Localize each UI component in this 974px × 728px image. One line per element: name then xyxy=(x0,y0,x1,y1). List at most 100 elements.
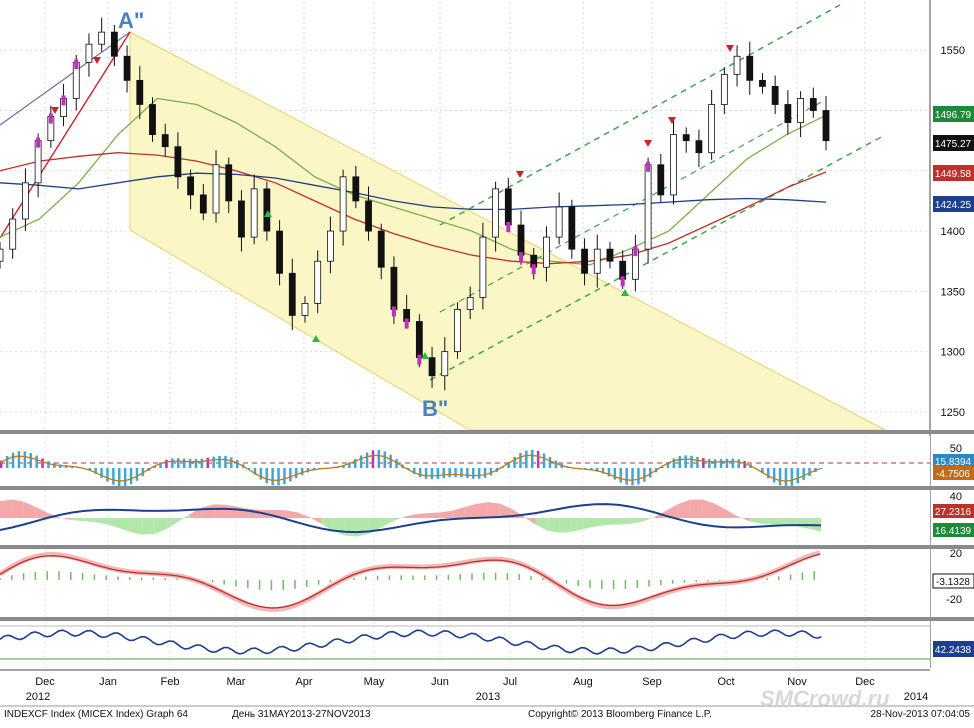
candle-body-61 xyxy=(772,86,778,104)
annotation-0: A" xyxy=(118,8,144,33)
candle-body-38 xyxy=(480,237,486,297)
price-tag-2: 1449.58 xyxy=(935,169,972,180)
ind1-bar-44 xyxy=(260,468,263,480)
candle-body-11 xyxy=(137,80,143,104)
candle-body-20 xyxy=(251,189,257,237)
ind2-area-41 xyxy=(488,502,500,518)
ind1-bar-4 xyxy=(24,451,27,468)
indicator-panel-2: 40 27.2316 16.4139 xyxy=(0,490,974,549)
ind1-bar-45 xyxy=(266,468,269,483)
ind1-tag-1: -4.7506 xyxy=(936,469,970,480)
ind1-bar-92 xyxy=(543,453,546,468)
candle-body-44 xyxy=(556,207,562,237)
candle-body-19 xyxy=(238,201,244,237)
ind2-tag-0: 27.2316 xyxy=(935,507,972,518)
ind1-bar-30 xyxy=(177,458,180,468)
ind1-bar-75 xyxy=(443,468,446,478)
ind1-bar-63 xyxy=(372,450,375,468)
ind2-tag-1: 16.4139 xyxy=(935,526,972,537)
annotation-1: B" xyxy=(422,396,448,421)
candle-body-12 xyxy=(149,104,155,134)
ind2-area-52 xyxy=(619,518,631,524)
candle-body-47 xyxy=(594,249,600,273)
indicator-panel-3: 20-20-3.1328 xyxy=(0,548,974,621)
candle-body-17 xyxy=(213,165,219,213)
ind1-bar-66 xyxy=(389,455,392,468)
ind1-bar-65 xyxy=(384,451,387,468)
ind1-bar-125 xyxy=(738,459,741,468)
ind1-bar-21 xyxy=(124,468,127,486)
ind1-bar-122 xyxy=(720,459,723,468)
ind1-bar-105 xyxy=(620,468,623,483)
footer-copyright: Copyright© 2013 Bloomberg Finance L.P. xyxy=(528,709,712,720)
ind1-bar-91 xyxy=(537,451,540,468)
candle-body-41 xyxy=(518,225,524,255)
ind1-bar-93 xyxy=(549,457,552,468)
candle-body-10 xyxy=(124,56,130,80)
ind1-bar-78 xyxy=(460,468,463,477)
price-tick-1550: 1550 xyxy=(941,45,965,57)
month-label-0: Dec xyxy=(35,676,55,688)
ind1-bar-108 xyxy=(637,468,640,484)
price-tick-1350: 1350 xyxy=(941,286,965,298)
ind2-tick-40: 40 xyxy=(950,491,962,503)
ind1-bar-133 xyxy=(785,468,788,487)
highlight-candle-2-42 xyxy=(532,264,536,274)
highlight-candle-1-31 xyxy=(392,306,396,316)
candle-body-14 xyxy=(175,147,181,177)
watermark: SMCrowd.ru xyxy=(760,686,890,711)
candle-body-55 xyxy=(696,141,702,153)
ind2-area-47 xyxy=(559,518,571,533)
footer-period: День 31MAY2013-27NOV2013 xyxy=(232,709,371,720)
ind1-bar-114 xyxy=(673,458,676,468)
ind1-bar-36 xyxy=(212,457,215,468)
candle-body-33 xyxy=(416,321,422,357)
ind2-area-12 xyxy=(143,518,155,535)
ind1-bar-90 xyxy=(531,450,534,468)
ind2-area-36 xyxy=(428,512,440,518)
ind1-bar-7 xyxy=(41,458,44,468)
candle-body-13 xyxy=(162,135,168,147)
ind1-bar-73 xyxy=(431,468,434,479)
month-label-7: Jul xyxy=(503,676,517,688)
ind1-bar-118 xyxy=(696,457,699,468)
ind1-bar-51 xyxy=(301,468,304,475)
candle-body-0 xyxy=(0,249,3,261)
ind2-area-30 xyxy=(357,518,369,537)
ind2-area-46 xyxy=(547,518,559,533)
highlight-candle-0-6 xyxy=(74,59,78,69)
candle-body-63 xyxy=(798,98,804,122)
ind1-bar-20 xyxy=(118,468,121,486)
price-tag-1: 1475.27 xyxy=(935,139,972,150)
candle-body-2 xyxy=(22,183,28,219)
candle-body-7 xyxy=(86,44,92,62)
candle-body-30 xyxy=(378,231,384,267)
ind1-bar-134 xyxy=(791,468,794,486)
month-label-1: Jan xyxy=(99,676,117,688)
ind1-bar-123 xyxy=(726,459,729,468)
ind1-bar-139 xyxy=(820,468,823,469)
month-label-4: Apr xyxy=(295,676,312,688)
ind1-bar-80 xyxy=(472,468,475,479)
month-label-3: Mar xyxy=(227,676,246,688)
indicator-panel-4: 42.2438 xyxy=(0,621,974,668)
ind1-bar-19 xyxy=(112,468,115,485)
ind1-bar-18 xyxy=(106,468,109,482)
year-label-2: 2014 xyxy=(904,691,928,703)
highlight-candle-0-3 xyxy=(36,138,40,148)
ind2-area-40 xyxy=(476,502,488,518)
year-label-1: 2013 xyxy=(476,691,500,703)
candle-body-25 xyxy=(315,261,321,303)
ind4-tag-0: 42.2438 xyxy=(935,645,972,656)
candle-body-53 xyxy=(671,135,677,195)
candle-body-35 xyxy=(442,352,448,376)
highlight-candle-0-5 xyxy=(62,95,66,105)
candle-body-18 xyxy=(226,165,232,201)
ind1-bar-37 xyxy=(218,456,221,468)
ind3-tick-1: -20 xyxy=(946,594,962,606)
ind1-bar-76 xyxy=(448,468,451,477)
ind2-area-65 xyxy=(774,518,786,525)
candle-body-31 xyxy=(391,267,397,309)
